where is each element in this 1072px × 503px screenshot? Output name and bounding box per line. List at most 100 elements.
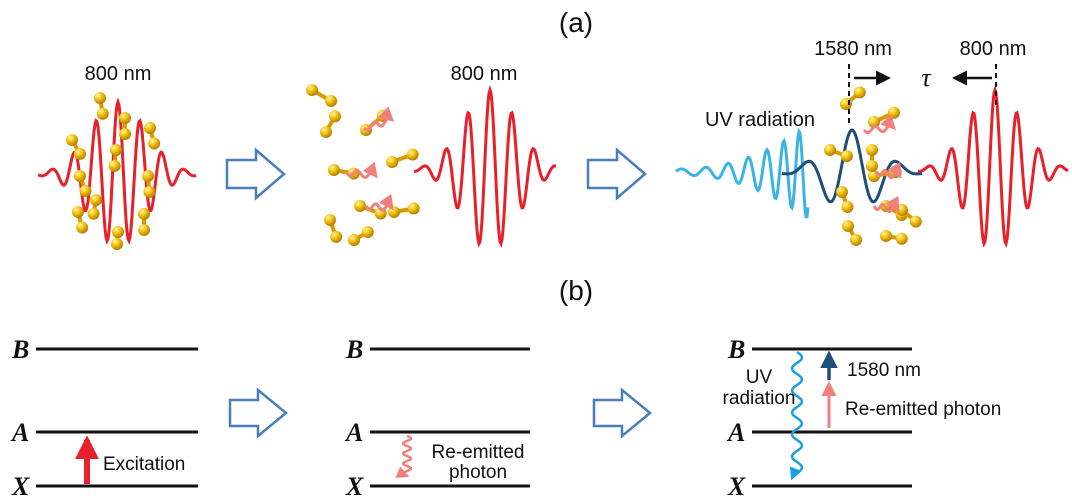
pulse-wavelength-label-2: 800 nm (451, 63, 518, 85)
molecule-cloud-aligned (66, 92, 161, 250)
molecule-atom (836, 186, 848, 198)
excitation-label: Excitation (103, 454, 185, 475)
level-b-label-3: B (727, 335, 745, 364)
molecule-atom (110, 237, 123, 250)
molecule-cloud-probed (824, 86, 922, 246)
level-a-label-3: A (726, 418, 745, 447)
molecule-atom (96, 107, 109, 120)
molecule-atom (142, 170, 154, 182)
molecule-atom (325, 95, 338, 107)
molecule-atom (348, 234, 360, 246)
molecule-atom (880, 230, 892, 242)
molecule-atom (72, 206, 84, 218)
molecule-atom (824, 144, 836, 156)
molecule-atom (840, 150, 853, 163)
process-arrow-a1 (225, 147, 286, 201)
emission-wavy-arrow (874, 161, 902, 179)
molecule-atom (90, 194, 102, 206)
molecule-cloud-emitting (306, 84, 420, 246)
molecule-atom (112, 226, 124, 238)
level-b-label-2: B (345, 335, 363, 364)
molecule-atom (110, 144, 122, 156)
molecule-atom (887, 106, 900, 119)
level-a-label-2: A (344, 418, 363, 447)
molecule-atom (866, 144, 878, 156)
pulse-wavelength-label-1: 800 nm (85, 63, 152, 85)
molecule-atom (841, 201, 854, 214)
molecule-atom (138, 208, 150, 220)
reemitted-label-line2: photon (449, 462, 507, 483)
molecule-atom (143, 185, 156, 198)
step1-pulse-group: 800 nm (37, 63, 197, 250)
energy-diagram-1: B A X Excitation (10, 335, 198, 501)
molecule-atom (119, 112, 131, 124)
molecule-atom (320, 126, 332, 138)
process-arrow-a2 (586, 147, 647, 201)
molecule-atom (144, 122, 156, 134)
probe-wavelength-label: 1580 nm (814, 38, 892, 60)
pump-wavelength-label-3: 800 nm (960, 38, 1027, 60)
molecule-atom (909, 215, 922, 228)
reemitted-label-b3: Re-emitted photon (845, 399, 1001, 420)
molecule-atom (148, 137, 161, 150)
molecule-atom (853, 86, 866, 99)
step3-group: 1580 nm 800 nm τ UV radiation (675, 38, 1069, 248)
molecule-atom (74, 147, 86, 160)
molecule-atom (330, 230, 343, 243)
panel-b-label: (b) (559, 275, 593, 306)
molecule-atom (866, 160, 878, 172)
uv-label-line2: radiation (723, 388, 796, 409)
uv-radiation-wave (675, 127, 810, 219)
molecule-atom (386, 156, 398, 168)
uv-radiation-label-a: UV radiation (705, 109, 815, 131)
emission-wavy-arrow (362, 106, 395, 132)
molecule-atom (895, 232, 908, 245)
pump-pulse-800nm-3 (917, 84, 1069, 248)
level-a-label-1: A (10, 418, 29, 447)
process-arrow-b2 (592, 387, 652, 439)
uv-label-line1: UV (746, 367, 773, 388)
molecule-atom (842, 220, 854, 232)
molecule-atom (850, 233, 862, 246)
level-x-label-2: X (345, 472, 364, 501)
molecule-atom (94, 92, 106, 104)
level-b-label-1: B (11, 335, 29, 364)
molecule-atom (119, 128, 131, 140)
molecule-atom (388, 206, 400, 218)
emission-wavy-arrow (364, 193, 394, 212)
molecule-atom (329, 110, 341, 123)
molecule-atom (406, 148, 419, 161)
pump-pulse-800nm-1 (37, 97, 197, 245)
molecule-atom (306, 84, 318, 96)
level-x-label-3: X (727, 472, 746, 501)
molecule-atom (66, 134, 78, 146)
pump-pulse-800nm-2 (414, 84, 557, 248)
molecule-atom (324, 214, 336, 226)
molecule-atom (138, 224, 150, 236)
emission-wavy-arrow (344, 161, 378, 179)
panel-a-label: (a) (559, 7, 593, 38)
molecule-atom (74, 170, 86, 182)
reemitted-label-line1: Re-emitted (432, 442, 525, 463)
molecule-atom (361, 226, 374, 238)
energy-diagram-3: B A X UV radiation 1580 nm Re-emitted ph… (723, 335, 1002, 501)
emission-wavy-arrow (872, 195, 900, 213)
reemitted-photon-arrow-2 (395, 434, 413, 478)
level-x-label-1: X (11, 472, 30, 501)
energy-diagram-2: B A X Re-emitted photon (344, 335, 530, 501)
molecule-atom (328, 164, 340, 176)
uv-emission-arrow (790, 350, 804, 481)
molecule-atom (840, 98, 852, 110)
molecule-atom (79, 185, 92, 198)
process-arrow-b1 (228, 387, 288, 439)
molecule-atom (87, 207, 100, 220)
delay-tau-symbol: τ (921, 63, 932, 92)
molecule-atom (76, 221, 89, 234)
probe-label-b: 1580 nm (847, 360, 921, 381)
emission-wavy-arrow (862, 114, 897, 135)
step2-group: 800 nm (306, 63, 557, 248)
molecule-atom (108, 159, 121, 172)
molecule-atom (407, 202, 420, 215)
molecule-atom (868, 116, 880, 128)
